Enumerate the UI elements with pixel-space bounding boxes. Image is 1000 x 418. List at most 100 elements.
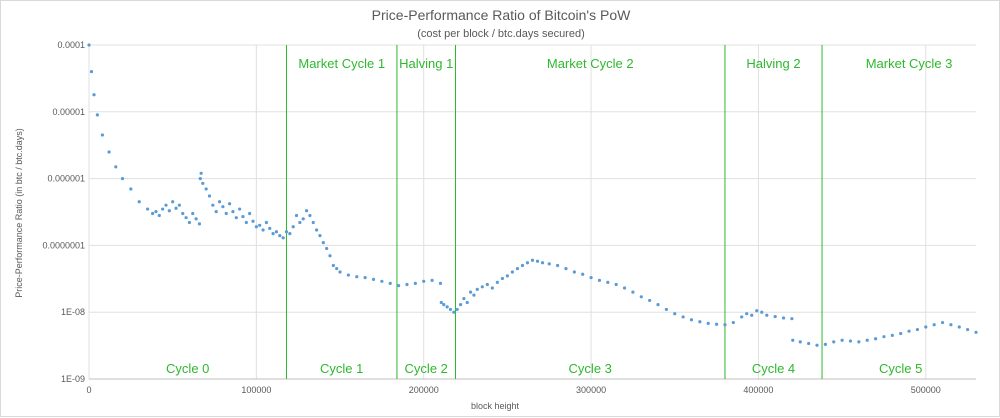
data-point [882,335,886,339]
data-point [540,261,545,265]
chart-subtitle: (cost per block / btc.days secured) [417,28,585,40]
data-point [207,194,212,198]
data-point [328,254,332,258]
data-point [413,281,417,285]
data-point [873,337,878,341]
data-point [485,282,489,287]
data-point [723,323,727,327]
data-point [301,217,305,221]
data-point [371,277,376,281]
data-point [311,220,315,225]
data-point [495,280,499,284]
data-point [120,177,125,181]
data-point [288,232,292,236]
data-point [442,302,446,307]
data-point [439,300,443,305]
data-point [355,275,359,279]
data-point [622,286,627,290]
data-point [184,216,188,220]
market-cycle-label: Market Cycle 3 [866,56,953,71]
data-point [308,213,312,218]
data-point [238,207,242,211]
data-point [597,278,602,282]
data-point [191,211,195,216]
data-point [107,150,111,154]
y-tick-label: 0.00001 [52,107,85,117]
data-point [475,287,479,291]
data-point [167,209,171,213]
x-tick-label: 500000 [911,385,941,395]
data-point [264,220,268,225]
y-tick-label: 0.000001 [47,174,85,184]
data-point [294,213,299,218]
data-point [284,230,289,234]
x-tick-label: 400000 [743,385,773,395]
chart-title: Price-Performance Ratio of Bitcoin's PoW [372,7,631,23]
data-point [304,209,309,213]
data-point [325,246,329,251]
data-point [174,206,178,210]
data-point [248,211,252,216]
data-point [480,285,484,289]
data-point [731,320,735,325]
data-point [129,187,133,191]
data-point [505,274,509,278]
data-point [500,276,504,281]
market-cycle-label: Halving 2 [746,56,800,71]
market-cycle-label: Halving 1 [399,56,453,71]
data-point [455,307,459,312]
data-point [755,309,759,313]
data-point [271,232,275,236]
data-point [547,262,551,266]
data-point [924,325,928,329]
data-point [422,279,426,283]
data-point [706,321,710,325]
data-point [321,241,325,245]
data-point [773,314,777,319]
data-point [865,338,869,342]
x-axis-label: block height [471,401,520,411]
data-point [177,203,181,207]
data-point [268,226,272,230]
data-point [949,323,953,327]
data-point [221,205,225,209]
data-point [458,302,463,307]
data-point [750,313,754,317]
data-points [87,43,978,347]
data-point [95,113,99,117]
data-point [468,290,473,294]
data-point [92,93,96,97]
data-point [338,270,342,274]
cycle-labels: Market Cycle 1 Halving 1 Market Cycle 2 Hal… [166,56,952,376]
data-point [940,320,945,325]
data-point [100,133,104,137]
data-point [525,261,530,265]
data-point [915,327,920,332]
data-point [689,318,694,322]
data-point [515,266,520,271]
data-point [197,222,202,226]
data-point [791,338,795,342]
x-tick-label: 200000 [409,385,439,395]
data-point [790,317,794,321]
data-point [157,213,161,218]
data-point [298,220,302,225]
data-point [614,282,618,287]
data-point [798,340,802,344]
data-point [974,330,978,334]
data-point [87,43,91,47]
data-point [564,266,568,271]
data-point [89,69,94,74]
data-point [714,322,719,326]
data-point [556,263,560,268]
data-point [589,275,593,280]
data-point [150,211,155,216]
data-point [114,165,118,169]
data-point [966,327,970,332]
data-point [181,211,185,216]
data-point [807,341,811,346]
data-point [281,236,285,240]
x-tick-label: 300000 [576,385,606,395]
data-point [318,234,322,238]
data-point [154,210,158,214]
